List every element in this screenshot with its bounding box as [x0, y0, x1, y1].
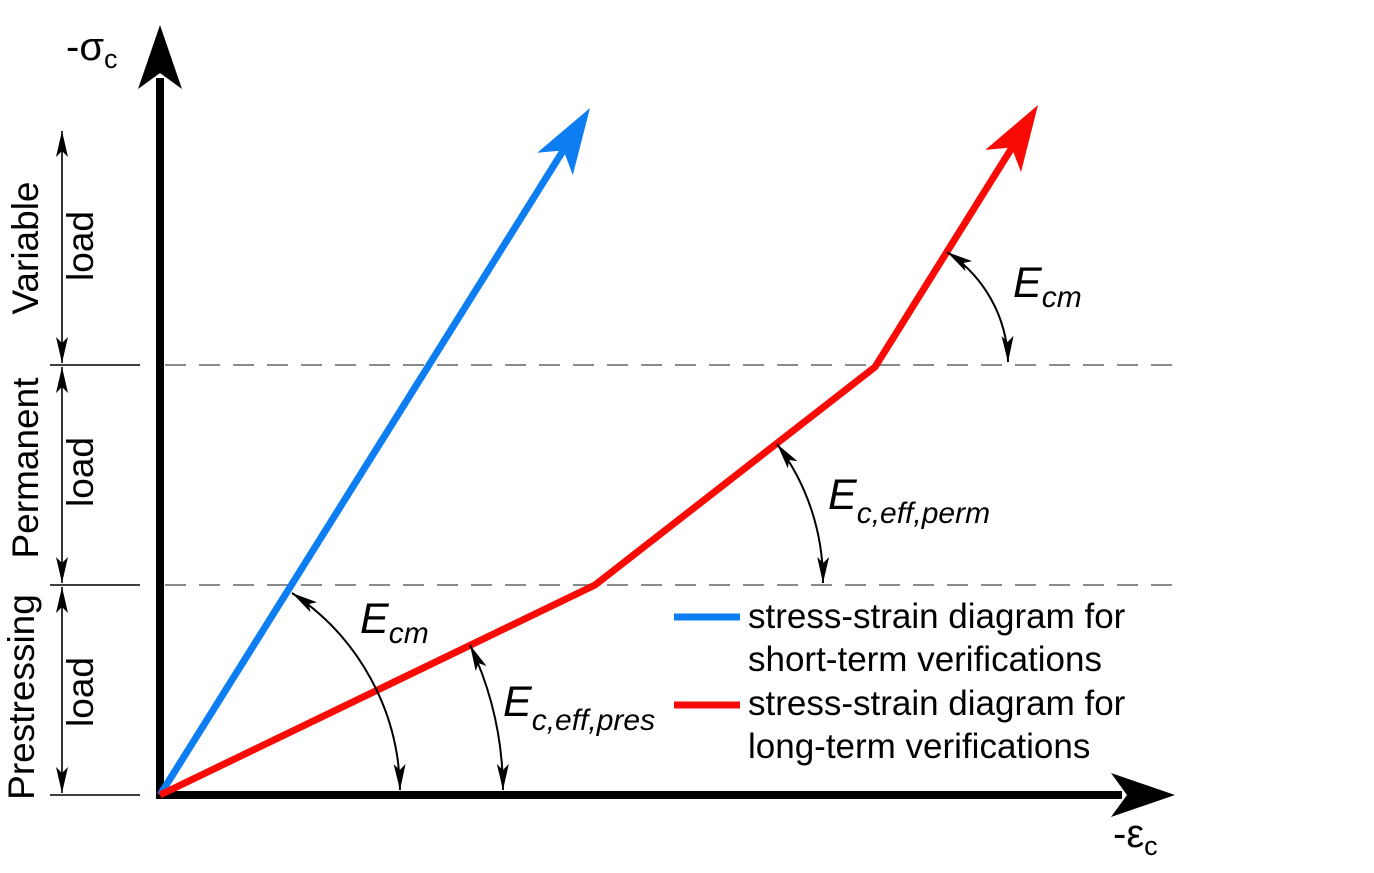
y-axis-arrow-icon	[138, 25, 182, 89]
label-ec-eff-perm: Ec,eff,perm	[828, 471, 990, 530]
axes: -σc -εc	[66, 25, 1175, 861]
angle-arc-ecm-top	[946, 251, 1014, 363]
band-label-permanent-load: load	[60, 437, 101, 507]
band-label-prestressing: Prestressing	[1, 594, 42, 800]
legend-long-term-line1: stress-strain diagram for	[748, 684, 1126, 723]
long-term-curve-arrow-icon	[985, 105, 1038, 173]
label-ecm-top: Ecm	[1013, 259, 1082, 314]
modulus-annotations: Ecm Ec,eff,pres Ec,eff,perm Ecm	[291, 251, 1082, 791]
band-label-variable: Variable	[5, 181, 46, 314]
angle-arc-ecm-origin	[291, 592, 406, 791]
angle-arc-ec-eff-pres	[469, 644, 509, 791]
band-label-variable-load: load	[60, 211, 101, 281]
short-term-curve-arrow-icon	[537, 108, 590, 176]
load-band-annotations: Variable load Permanent load Prestressin…	[1, 131, 140, 800]
y-axis-label: -σc	[66, 25, 118, 74]
legend-long-term-line2: long-term verifications	[748, 727, 1090, 766]
reference-gridlines	[165, 364, 1175, 586]
legend: stress-strain diagram for short-term ver…	[674, 597, 1126, 766]
band-label-permanent: Permanent	[5, 377, 46, 559]
legend-short-term-line2: short-term verifications	[748, 640, 1102, 679]
angle-arc-ec-eff-perm	[776, 443, 830, 584]
band-label-prestressing-load: load	[60, 657, 101, 727]
short-term-curve	[157, 144, 569, 797]
label-ecm-origin: Ecm	[360, 595, 429, 650]
label-ec-eff-pres: Ec,eff,pres	[503, 678, 655, 737]
x-axis-arrow-icon	[1111, 773, 1175, 817]
x-axis-label: -εc	[1113, 812, 1158, 861]
legend-short-term-line1: stress-strain diagram for	[748, 597, 1126, 636]
